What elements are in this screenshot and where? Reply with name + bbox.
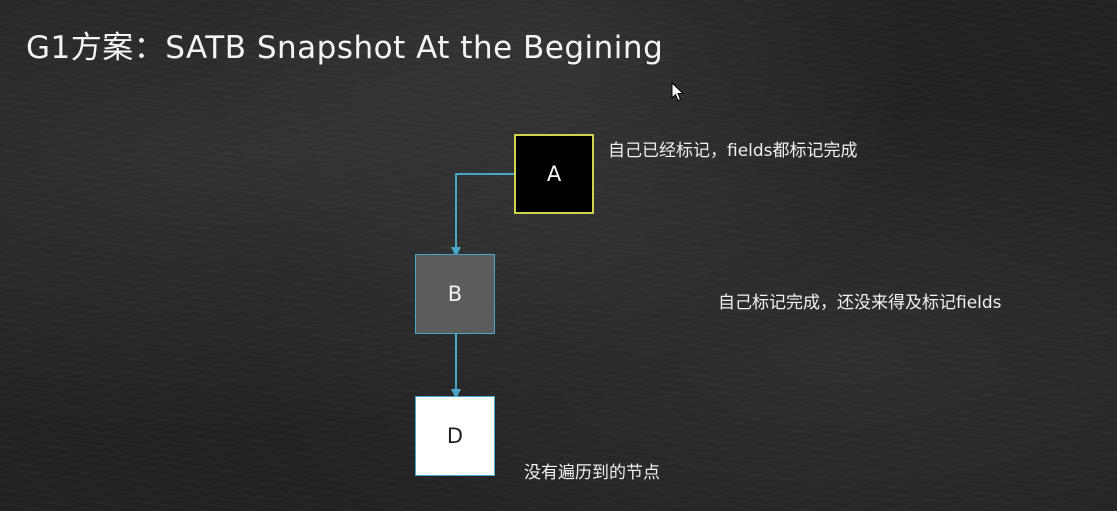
node-d-note: 没有遍历到的节点 (524, 463, 660, 483)
node-a-note: 自己已经标记，fields都标记完成 (608, 141, 858, 161)
node-d-label: D (446, 424, 464, 448)
node-a-label: A (546, 162, 562, 186)
arrow-a-to-b (451, 173, 514, 257)
node-b-note: 自己标记完成，还没来得及标记fields (718, 293, 1002, 313)
node-b-label: B (447, 282, 463, 306)
node-a: A (514, 134, 594, 214)
node-d: D (415, 396, 495, 476)
node-b: B (415, 254, 495, 334)
slide-title: G1方案：SATB Snapshot At the Begining (26, 30, 664, 66)
mouse-pointer-icon (671, 82, 685, 102)
